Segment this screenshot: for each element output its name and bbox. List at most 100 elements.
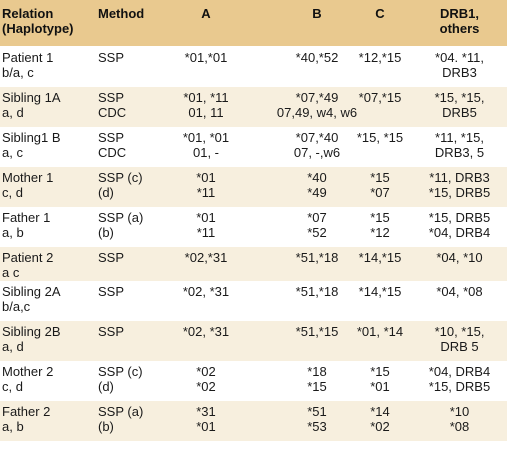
table-row: Father 1 a, b SSP (a) (b) *01 *11 *07 *52 *15 *12…	[0, 207, 507, 247]
relation-cell-line: Sibling 1A	[2, 90, 61, 105]
relation-cell: Mother 2 c, d	[2, 364, 54, 394]
drb-cell-line: *10, *15,	[434, 324, 485, 339]
b-cell: *18 *15	[258, 364, 376, 394]
relation-cell-line: a, d	[2, 104, 24, 120]
drb-cell-line: *15, DRB5	[428, 210, 491, 225]
b-cell-line: *49	[307, 184, 327, 200]
drb-cell-line: DRB 5	[440, 338, 479, 354]
drb-cell-line: *04, DRB4	[428, 224, 491, 240]
drb-cell-line: *11, DRB3	[429, 170, 490, 185]
b-cell-line: *53	[307, 418, 327, 434]
relation-cell-line: Sibling 2B	[2, 324, 61, 339]
method-cell-line: SSP (a)	[98, 404, 144, 419]
drb-cell: *04, *08	[412, 284, 507, 300]
method-cell: SSP	[98, 50, 125, 66]
b-cell-line: *51,*18	[295, 284, 339, 299]
c-cell: *15 *12	[340, 210, 420, 240]
b-cell-line: *51,*18	[295, 250, 339, 265]
a-cell: *01, *11 01, 11	[162, 90, 250, 120]
method-cell-line: (d)	[98, 378, 114, 394]
header-drb: DRB1, others	[412, 6, 507, 36]
a-cell-line: 01, 11	[188, 104, 224, 120]
table-row: Mother 2 c, d SSP (c) (d) *02 *02 *18 *15 *15 *01…	[0, 361, 507, 401]
a-cell-line: *01,*01	[184, 50, 228, 65]
relation-cell-line: Mother 2	[2, 364, 54, 379]
b-cell: *51 *53	[258, 404, 376, 434]
c-cell: *15 *07	[340, 170, 420, 200]
b-cell: *51,*18	[258, 250, 376, 266]
c-cell-line: *07,*15	[358, 90, 402, 105]
c-cell: *12,*15	[340, 50, 420, 66]
relation-cell-line: Sibling 2A	[2, 284, 61, 299]
c-cell: *14,*15	[340, 284, 420, 300]
b-cell-line: *18	[307, 364, 327, 379]
relation-cell: Sibling 1A a, d	[2, 90, 61, 120]
method-cell-line: SSP	[98, 50, 125, 65]
relation-cell: Mother 1 c, d	[2, 170, 54, 200]
a-cell-line: *02	[196, 364, 216, 379]
drb-cell: *04, DRB4 *15, DRB5	[412, 364, 507, 394]
method-cell: SSP	[98, 284, 124, 300]
header-relation-sub: (Haplotype)	[2, 21, 74, 36]
header-relation-label: Relation	[2, 6, 54, 21]
drb-cell: *11, *15, DRB3, 5	[412, 130, 507, 160]
relation-cell-line: c, d	[2, 378, 23, 394]
drb-cell-line: DRB5	[442, 104, 477, 120]
header-drb-label: DRB1,	[439, 6, 479, 21]
b-cell-line: *07,*49	[295, 90, 339, 105]
header-method: Method	[98, 6, 145, 21]
drb-cell-line: *08	[449, 418, 470, 434]
relation-cell-line: b/a,c	[2, 298, 31, 314]
c-cell-line: *01, *14	[356, 324, 404, 339]
relation-cell-line: a, b	[2, 224, 24, 240]
header-a: A	[201, 6, 211, 21]
relation-cell-line: Mother 1	[2, 170, 54, 185]
a-cell: *01 *11	[162, 170, 250, 200]
method-cell-line: SSP	[98, 130, 125, 145]
table-row: Mother 1 c, d SSP (c) (d) *01 *11 *40 *49 *15 *07…	[0, 167, 507, 207]
a-cell: *02,*31	[162, 250, 250, 266]
b-cell-line: *07	[307, 210, 327, 225]
relation-cell-line: a, d	[2, 338, 24, 354]
a-cell-line: *02, *31	[182, 324, 230, 339]
method-cell: SSP (c) (d)	[98, 170, 143, 200]
method-cell: SSP	[98, 250, 125, 266]
a-cell-line: *11	[196, 224, 216, 240]
a-cell-line: *01	[196, 170, 216, 185]
table-row: Patient 1 b/a, c SSP *01,*01 *40,*52 *12,*15 *…	[0, 47, 507, 87]
a-cell-line: *11	[196, 184, 216, 200]
c-cell: *15 *01	[340, 364, 420, 394]
a-cell: *02, *31	[162, 324, 250, 340]
relation-cell: Sibling 2B a, d	[2, 324, 61, 354]
drb-cell-line: *15, *15,	[434, 90, 485, 105]
method-cell-line: SSP	[98, 250, 125, 265]
table-row: Sibling 2B a, d SSP *02, *31 *51,*15 *01, *14…	[0, 321, 507, 361]
a-cell-line: *01, *01	[182, 130, 230, 145]
c-cell-line: *15	[370, 364, 390, 379]
relation-cell-line: c, d	[2, 184, 23, 200]
method-cell-line: (b)	[98, 224, 114, 240]
drb-cell: *11, DRB3 *15, DRB5	[412, 170, 507, 200]
drb-cell: *10 *08	[412, 404, 507, 434]
b-cell-line: 07, -,w6	[293, 144, 341, 160]
relation-cell: Sibling 2A b/a,c	[2, 284, 61, 314]
header-drb-sub: others	[439, 21, 480, 36]
c-cell: *14,*15	[340, 250, 420, 266]
c-cell-line: *12,*15	[358, 50, 402, 65]
method-cell-line: CDC	[98, 144, 127, 160]
b-cell-line: *07,*40	[295, 130, 339, 145]
relation-cell-line: a c	[2, 264, 20, 280]
c-cell-line: *12	[370, 224, 390, 240]
a-cell: *31 *01	[162, 404, 250, 434]
drb-cell-line: *04, *10	[436, 250, 483, 265]
method-cell-line: SSP	[98, 90, 125, 105]
b-cell: *40,*52	[258, 50, 376, 66]
relation-cell-line: b/a, c	[2, 64, 34, 80]
header-relation: Relation (Haplotype)	[2, 6, 74, 36]
b-cell-line: *15	[307, 378, 327, 394]
b-cell: *40 *49	[258, 170, 376, 200]
a-cell-line: *02,*31	[184, 250, 228, 265]
